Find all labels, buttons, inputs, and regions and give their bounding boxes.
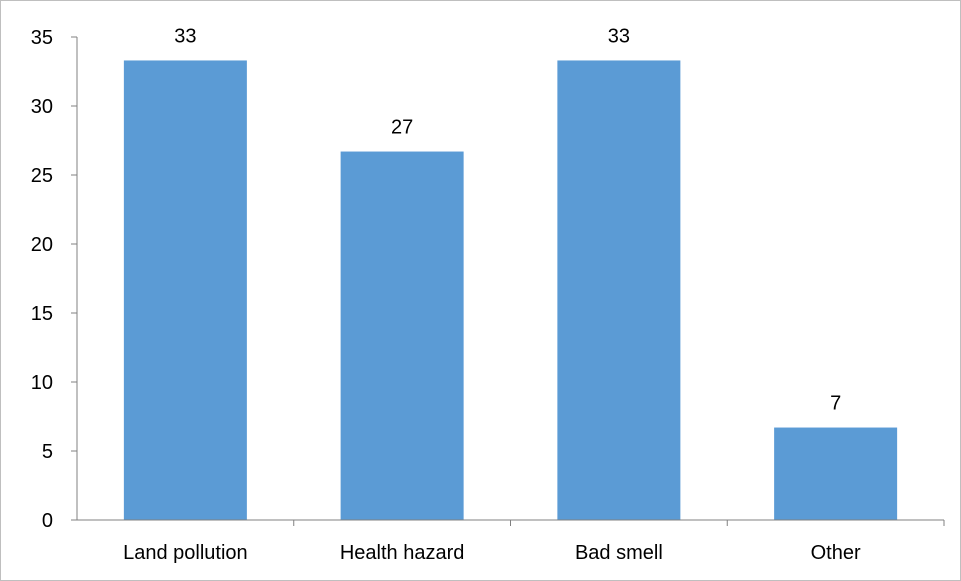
bars (123, 60, 898, 521)
x-tick-label: Bad smell (575, 542, 663, 564)
data-label: 33 (608, 25, 630, 47)
bar (123, 60, 247, 521)
x-tick-label: Other (811, 542, 861, 564)
y-tick-label: 30 (31, 96, 53, 118)
data-labels: 33 27 33 7 (174, 25, 841, 414)
bar (557, 60, 681, 521)
bar (774, 427, 898, 520)
data-label: 33 (174, 25, 196, 47)
y-tick-label: 20 (31, 234, 53, 256)
data-label: 27 (391, 117, 413, 139)
y-tick-label: 35 (31, 27, 53, 49)
bar (340, 151, 464, 521)
y-tick-label: 5 (42, 441, 53, 463)
y-axis-ticks: 0 5 10 15 20 25 30 35 (31, 27, 77, 532)
x-axis-labels: Land pollution Health hazard Bad smell Othe… (123, 520, 945, 564)
y-tick-label: 15 (31, 303, 53, 325)
x-tick-label: Land pollution (123, 542, 248, 564)
y-tick-label: 25 (31, 165, 53, 187)
x-tick-label: Health hazard (340, 542, 465, 564)
y-tick-label: 0 (42, 510, 53, 532)
y-tick-label: 10 (31, 372, 53, 394)
data-label: 7 (830, 393, 841, 415)
